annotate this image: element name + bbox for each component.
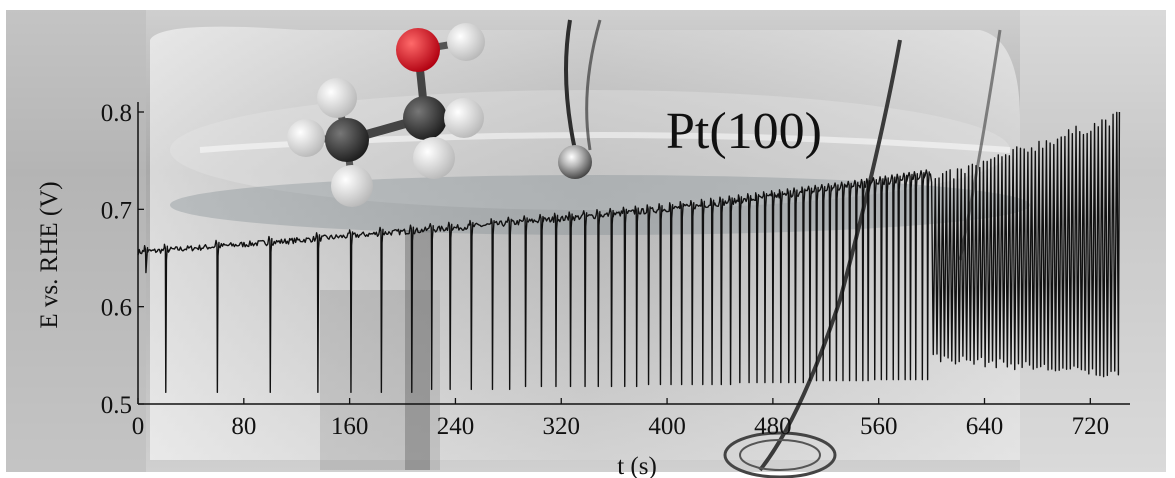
- x-tick-label: 160: [331, 413, 369, 440]
- series-layer: [137, 111, 1121, 394]
- y-tick-label: 0.5: [101, 392, 132, 419]
- series-line-potential: [137, 111, 1121, 394]
- y-tick-label: 0.7: [101, 197, 132, 224]
- hydrogen-atom: [331, 165, 373, 207]
- x-tick-label: 720: [1072, 413, 1110, 440]
- x-tick-label: 640: [966, 413, 1004, 440]
- y-tick-label: 0.6: [101, 295, 132, 322]
- x-tick-label: 560: [860, 413, 898, 440]
- x-tick-label: 400: [648, 413, 686, 440]
- axes: 0 80 160 240 320 400 480 560 640 720 0.5 0.6 0.7 0.8: [101, 100, 1130, 440]
- x-tick-label: 320: [543, 413, 581, 440]
- x-axis-label: t (s): [617, 453, 657, 478]
- x-tick-label: 80: [231, 413, 256, 440]
- oxygen-atom: [396, 28, 440, 72]
- x-tick-label: 240: [437, 413, 475, 440]
- carbon-atom: [403, 96, 447, 140]
- y-axis-label: E vs. RHE (V): [36, 181, 63, 328]
- chart-annotation: Pt(100): [666, 103, 822, 160]
- hydrogen-atom: [287, 119, 325, 157]
- carbon-atom: [325, 118, 369, 162]
- hydrogen-atom: [413, 137, 455, 179]
- x-tick-label: 480: [754, 413, 792, 440]
- x-tick-label: 0: [132, 413, 145, 440]
- y-tick-label: 0.8: [101, 100, 132, 127]
- hydrogen-atom: [317, 78, 357, 118]
- hydrogen-atom: [444, 98, 484, 138]
- ethanol-molecule-icon: [287, 23, 485, 207]
- hydrogen-atom: [447, 23, 485, 61]
